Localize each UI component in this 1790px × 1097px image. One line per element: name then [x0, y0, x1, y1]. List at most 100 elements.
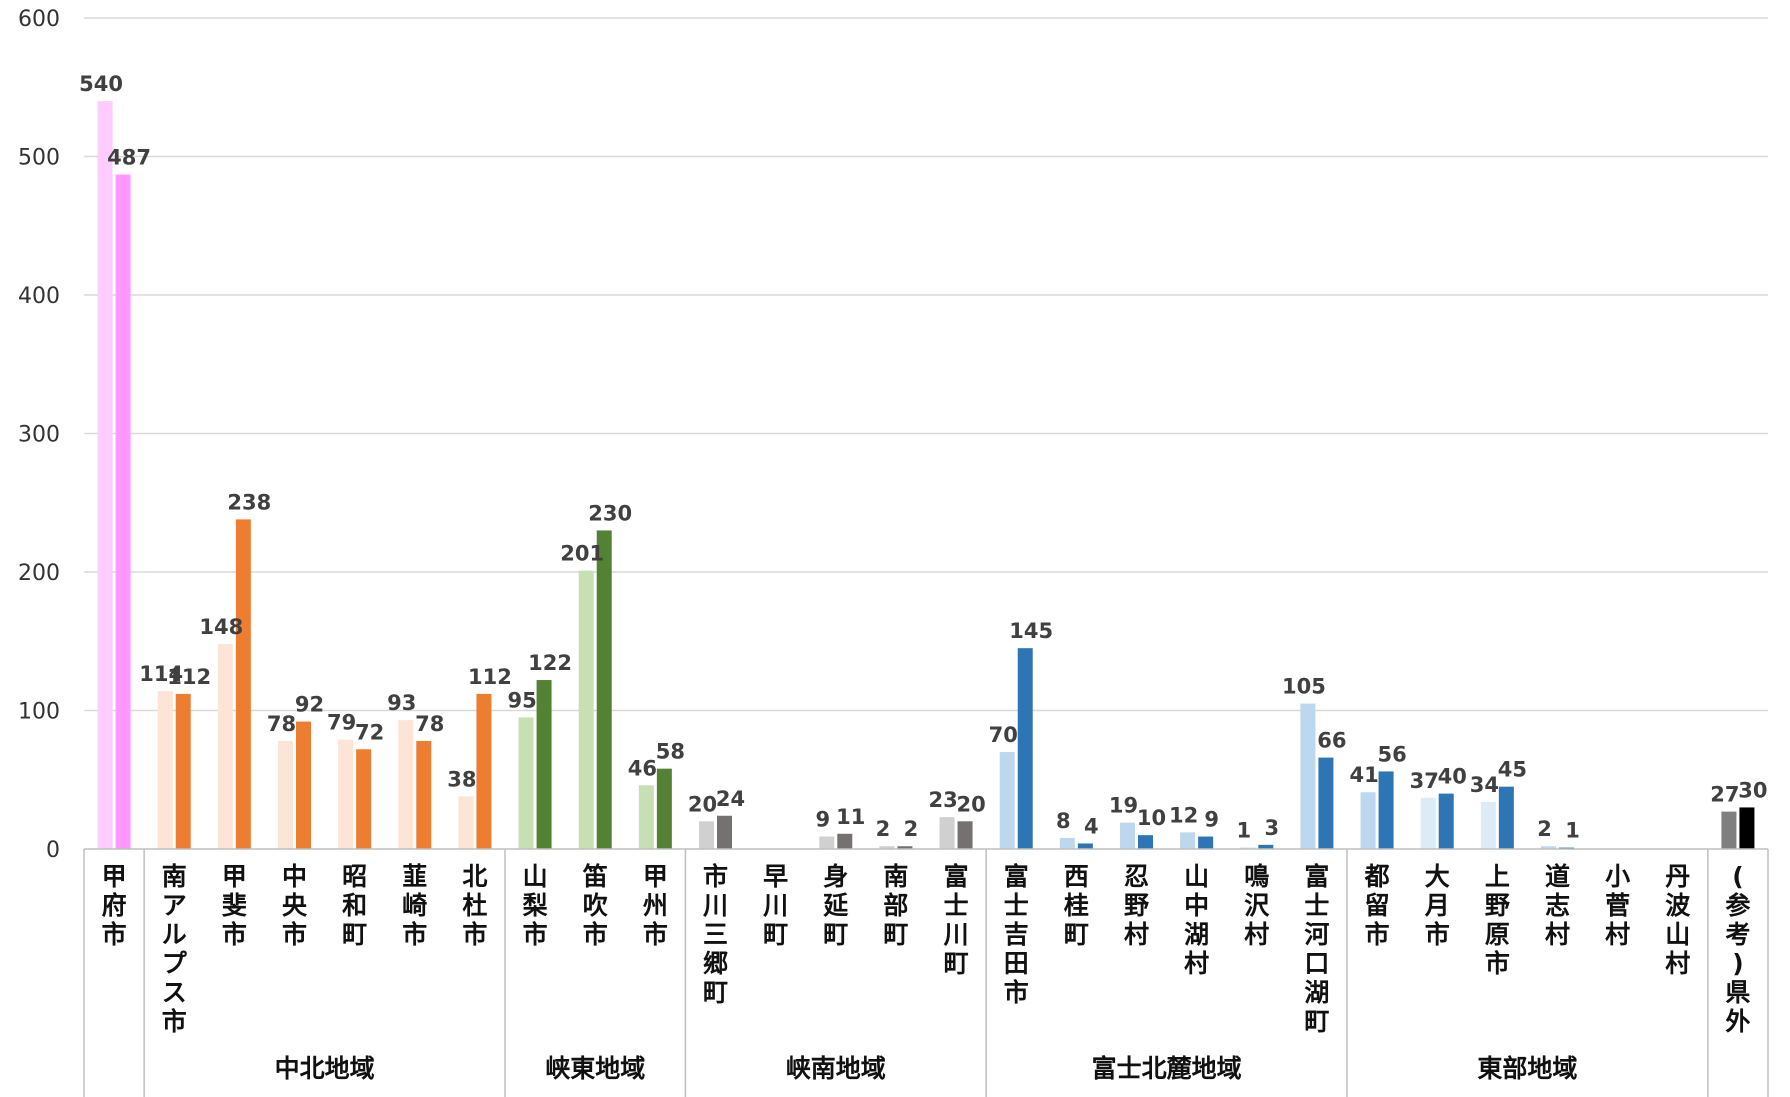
- y-tick-label: 500: [18, 146, 60, 171]
- bar: [338, 739, 354, 849]
- bar: [999, 752, 1015, 849]
- region-label: 中北地域: [275, 1054, 375, 1083]
- bar: [699, 821, 714, 849]
- bar: [717, 815, 732, 849]
- data-label: 37: [1410, 769, 1439, 793]
- data-label: 38: [447, 767, 476, 791]
- category-label: 山中湖村: [1184, 862, 1209, 978]
- bar: [1180, 832, 1196, 849]
- bar: [1077, 843, 1093, 849]
- data-label: 1: [1565, 819, 1580, 843]
- category-label: 中央市: [282, 862, 308, 949]
- bar: [819, 836, 835, 849]
- category-label: 甲州市: [643, 862, 668, 949]
- data-label: 93: [387, 691, 416, 715]
- region-label: 峡東地域: [545, 1054, 645, 1083]
- data-label: 487: [107, 146, 151, 170]
- category-label: 鳴沢村: [1244, 862, 1270, 949]
- data-label: 114: [139, 662, 183, 686]
- category-label: 山梨市: [523, 862, 548, 949]
- gridlines: [84, 17, 1768, 712]
- category-label: 大月市: [1424, 862, 1450, 949]
- bar: [1498, 786, 1514, 849]
- region-label: 峡南地域: [786, 1054, 886, 1083]
- category-label: 小菅村: [1605, 862, 1630, 949]
- data-labels: 5404871141121482387892797293783811295122…: [79, 72, 1767, 843]
- data-label: 105: [1282, 675, 1326, 699]
- bar: [1017, 648, 1033, 849]
- bar: [957, 821, 973, 849]
- category-label: 道志村: [1545, 862, 1570, 949]
- data-label: 23: [928, 788, 957, 812]
- bar: [638, 785, 654, 849]
- data-label: 112: [468, 665, 512, 689]
- bars: [97, 101, 1755, 850]
- category-label: 市川三郷町: [703, 862, 728, 1007]
- bar: [356, 749, 372, 849]
- data-label: 72: [355, 720, 384, 744]
- y-tick-label: 600: [18, 7, 60, 32]
- data-label: 112: [167, 665, 211, 689]
- bar: [1438, 793, 1454, 849]
- bar: [1318, 757, 1334, 849]
- category-label: 富士河口湖町: [1304, 862, 1329, 1036]
- bar: [1378, 771, 1394, 849]
- data-label: 1: [1236, 819, 1251, 843]
- y-tick-label: 200: [18, 561, 60, 586]
- category-label: 韮崎市: [402, 862, 427, 949]
- data-label: 10: [1137, 806, 1166, 830]
- category-label: 西桂町: [1064, 862, 1089, 949]
- bar: [296, 721, 311, 849]
- data-label: 9: [1204, 808, 1219, 832]
- category-label: 南部町: [883, 862, 908, 949]
- data-label: 41: [1349, 763, 1378, 787]
- bar: [175, 693, 191, 849]
- category-label: 上野原市: [1485, 862, 1510, 978]
- data-label: 20: [688, 792, 717, 816]
- data-label: 2: [876, 817, 891, 841]
- bar: [235, 519, 251, 849]
- bar: [1198, 836, 1214, 849]
- region-label: 富士北麓地域: [1092, 1054, 1242, 1083]
- category-label: 富士川町: [944, 862, 969, 978]
- data-label: 12: [1169, 803, 1198, 827]
- bar: [1120, 822, 1135, 849]
- data-label: 45: [1498, 758, 1527, 782]
- bar: [1541, 846, 1556, 849]
- bar: [837, 833, 853, 849]
- data-label: 24: [716, 787, 745, 811]
- category-labels: 甲府市 南アルプス市 甲斐市 中央市 昭和町 韮崎市 北杜市 山梨市 笛吹市 甲州市 市川三郷町 早川…: [102, 862, 1751, 1036]
- bar: [656, 768, 672, 849]
- bar: [1059, 837, 1075, 849]
- category-label: 昭和町: [342, 862, 367, 949]
- bar: [217, 644, 233, 849]
- y-tick-label: 100: [18, 700, 60, 725]
- category-label: 北杜市: [462, 862, 487, 949]
- data-label: 30: [1738, 778, 1767, 802]
- bar: [278, 740, 293, 849]
- data-label: 20: [956, 792, 985, 816]
- bar: [879, 846, 895, 849]
- data-label: 95: [507, 688, 536, 712]
- data-label: 56: [1377, 742, 1406, 766]
- category-label: 忍野村: [1124, 862, 1149, 949]
- bar: [536, 680, 552, 849]
- data-label: 78: [415, 712, 444, 736]
- category-label: 南アルプス市: [162, 862, 188, 1036]
- bar: [578, 570, 594, 849]
- category-label: 都留市: [1364, 862, 1390, 949]
- data-label: 145: [1009, 619, 1053, 643]
- region-labels: 中北地域 峡東地域 峡南地域 富士北麓地域 東部地域: [275, 1054, 1578, 1083]
- bar: [1258, 844, 1274, 849]
- x-axis: [83, 848, 1769, 1097]
- bar: [398, 720, 414, 849]
- data-label: 148: [199, 615, 243, 639]
- data-label: 27: [1710, 783, 1739, 807]
- data-label: 540: [79, 72, 123, 96]
- data-label: 201: [560, 542, 604, 566]
- data-label: 238: [227, 490, 271, 514]
- category-label: 甲斐市: [222, 862, 247, 949]
- bar: [1480, 801, 1496, 849]
- y-tick-label: 400: [18, 284, 60, 309]
